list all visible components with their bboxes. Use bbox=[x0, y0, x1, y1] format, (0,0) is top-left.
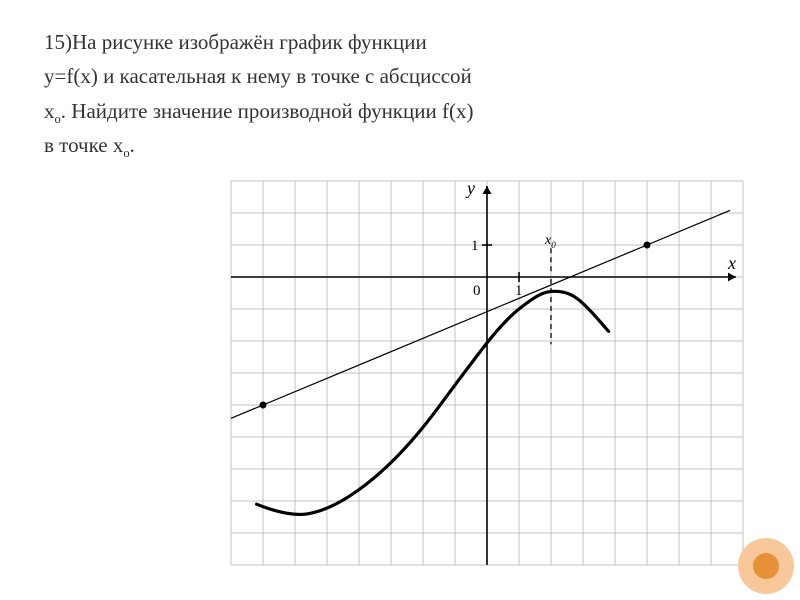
corner-dot-icon bbox=[738, 538, 794, 594]
svg-text:x0: x0 bbox=[544, 233, 556, 250]
svg-text:1: 1 bbox=[515, 283, 523, 299]
line3-rest: . Найдите значение производной функции f… bbox=[61, 99, 474, 123]
svg-text:0: 0 bbox=[473, 283, 481, 299]
line4-rest: . bbox=[130, 133, 135, 157]
problem-line-4: в точке хо. bbox=[44, 131, 756, 159]
problem-line-3: хо. Найдите значение производной функции… bbox=[44, 97, 756, 125]
line3-prefix: х bbox=[44, 99, 55, 123]
problem-line-1: 15)На рисунке изображён график функции bbox=[44, 28, 756, 56]
svg-text:x: x bbox=[727, 253, 736, 273]
line4-prefix: в точке х bbox=[44, 133, 123, 157]
graph-svg: yx011x0 bbox=[230, 180, 744, 566]
graph-container: yx011x0 bbox=[230, 180, 740, 570]
svg-text:1: 1 bbox=[471, 238, 479, 254]
svg-text:y: y bbox=[465, 180, 475, 198]
corner-decoration bbox=[738, 538, 794, 594]
problem-line-2: y=f(x) и касательная к нему в точке с аб… bbox=[44, 62, 756, 90]
